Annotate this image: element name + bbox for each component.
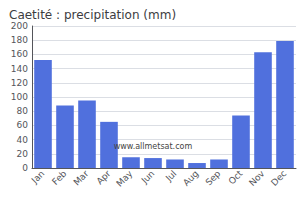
svg-text:200: 200 [11,21,28,31]
svg-text:Feb: Feb [50,168,69,187]
svg-text:Jun: Jun [139,168,157,186]
svg-text:Sep: Sep [203,168,222,187]
svg-text:May: May [114,168,135,189]
svg-text:40: 40 [17,135,29,145]
svg-text:120: 120 [11,78,28,88]
svg-text:Jul: Jul [163,168,178,183]
svg-text:Aug: Aug [181,168,200,187]
svg-text:Apr: Apr [94,168,112,186]
svg-text:20: 20 [17,149,29,159]
svg-text:60: 60 [17,120,29,130]
svg-text:Jan: Jan [29,168,47,186]
svg-text:www.allmetsat.com: www.allmetsat.com [114,142,193,151]
svg-text:Mar: Mar [71,168,90,187]
svg-text:Oct: Oct [226,168,244,186]
svg-text:Dec: Dec [269,168,288,187]
svg-text:140: 140 [11,64,28,74]
svg-text:0: 0 [22,163,28,173]
svg-text:160: 160 [11,49,28,59]
svg-text:Caetité : precipitation (mm): Caetité : precipitation (mm) [9,8,176,22]
svg-text:Nov: Nov [247,168,267,188]
svg-text:180: 180 [11,35,28,45]
svg-text:80: 80 [17,106,29,116]
svg-text:100: 100 [11,92,28,102]
